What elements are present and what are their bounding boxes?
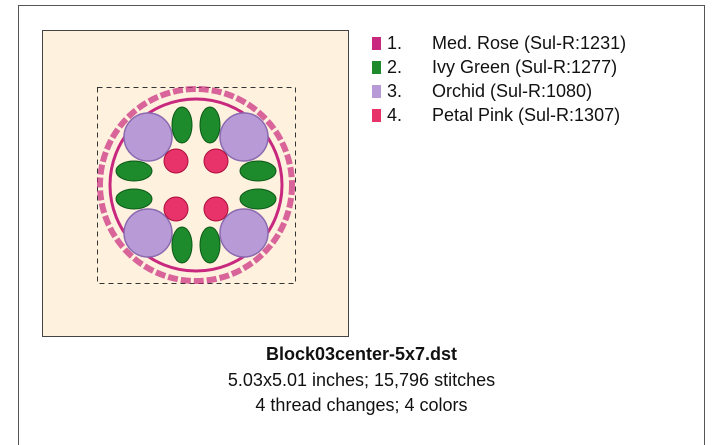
design-card: [18, 5, 705, 445]
leaf: [239, 188, 277, 210]
thread-number: 3.: [387, 80, 403, 101]
thread-swatch: [372, 60, 381, 74]
pink-rose: [163, 196, 189, 222]
pink-rose: [203, 148, 229, 174]
thread-number: 1.: [387, 32, 403, 53]
leaf: [171, 106, 193, 144]
thread-name: Orchid (Sul-R:1080): [432, 80, 593, 101]
thread-number: 2.: [387, 56, 403, 77]
thread-name: Ivy Green (Sul-R:1277): [432, 56, 618, 77]
size-line: 5.03x5.01 inches; 15,796 stitches: [227, 369, 496, 390]
thread-swatch: [372, 36, 381, 50]
design-preview: [42, 30, 349, 337]
thread-name: Med. Rose (Sul-R:1231): [432, 32, 627, 53]
hoop-area: [42, 30, 349, 337]
thread-swatch: [372, 84, 381, 98]
thread-row: 4. Petal Pink (Sul-R:1307): [372, 103, 626, 127]
leaf: [115, 160, 153, 182]
orchid-rose: [219, 112, 269, 162]
changes-line: 4 thread changes; 4 colors: [255, 395, 468, 415]
leaf: [199, 106, 221, 144]
leaf: [171, 226, 193, 264]
leaf: [115, 188, 153, 210]
orchid-rose: [123, 208, 173, 258]
leaf: [239, 160, 277, 182]
pink-rose: [163, 148, 189, 174]
thread-row: 2. Ivy Green (Sul-R:1277): [372, 55, 626, 79]
pink-rose: [203, 196, 229, 222]
leaf: [199, 226, 221, 264]
thread-legend: 1. Med. Rose (Sul-R:1231) 2. Ivy Green (Sul…: [372, 31, 626, 127]
embroidery-art: [97, 86, 295, 284]
thread-number: 4.: [387, 104, 403, 125]
ring: [108, 97, 284, 273]
filename: Block03center-5x7.dst: [265, 344, 458, 364]
orchid-rose: [219, 208, 269, 258]
thread-row: 1. Med. Rose (Sul-R:1231): [372, 31, 626, 55]
thread-row: 3. Orchid (Sul-R:1080): [372, 79, 626, 103]
design-bounds: [97, 87, 296, 284]
thread-name: Petal Pink (Sul-R:1307): [432, 104, 621, 125]
ring-outer: [97, 86, 295, 284]
thread-swatch: [372, 108, 381, 122]
orchid-rose: [123, 112, 173, 162]
design-info: Block03center-5x7.dst 5.03x5.01 inches; …: [0, 342, 723, 419]
